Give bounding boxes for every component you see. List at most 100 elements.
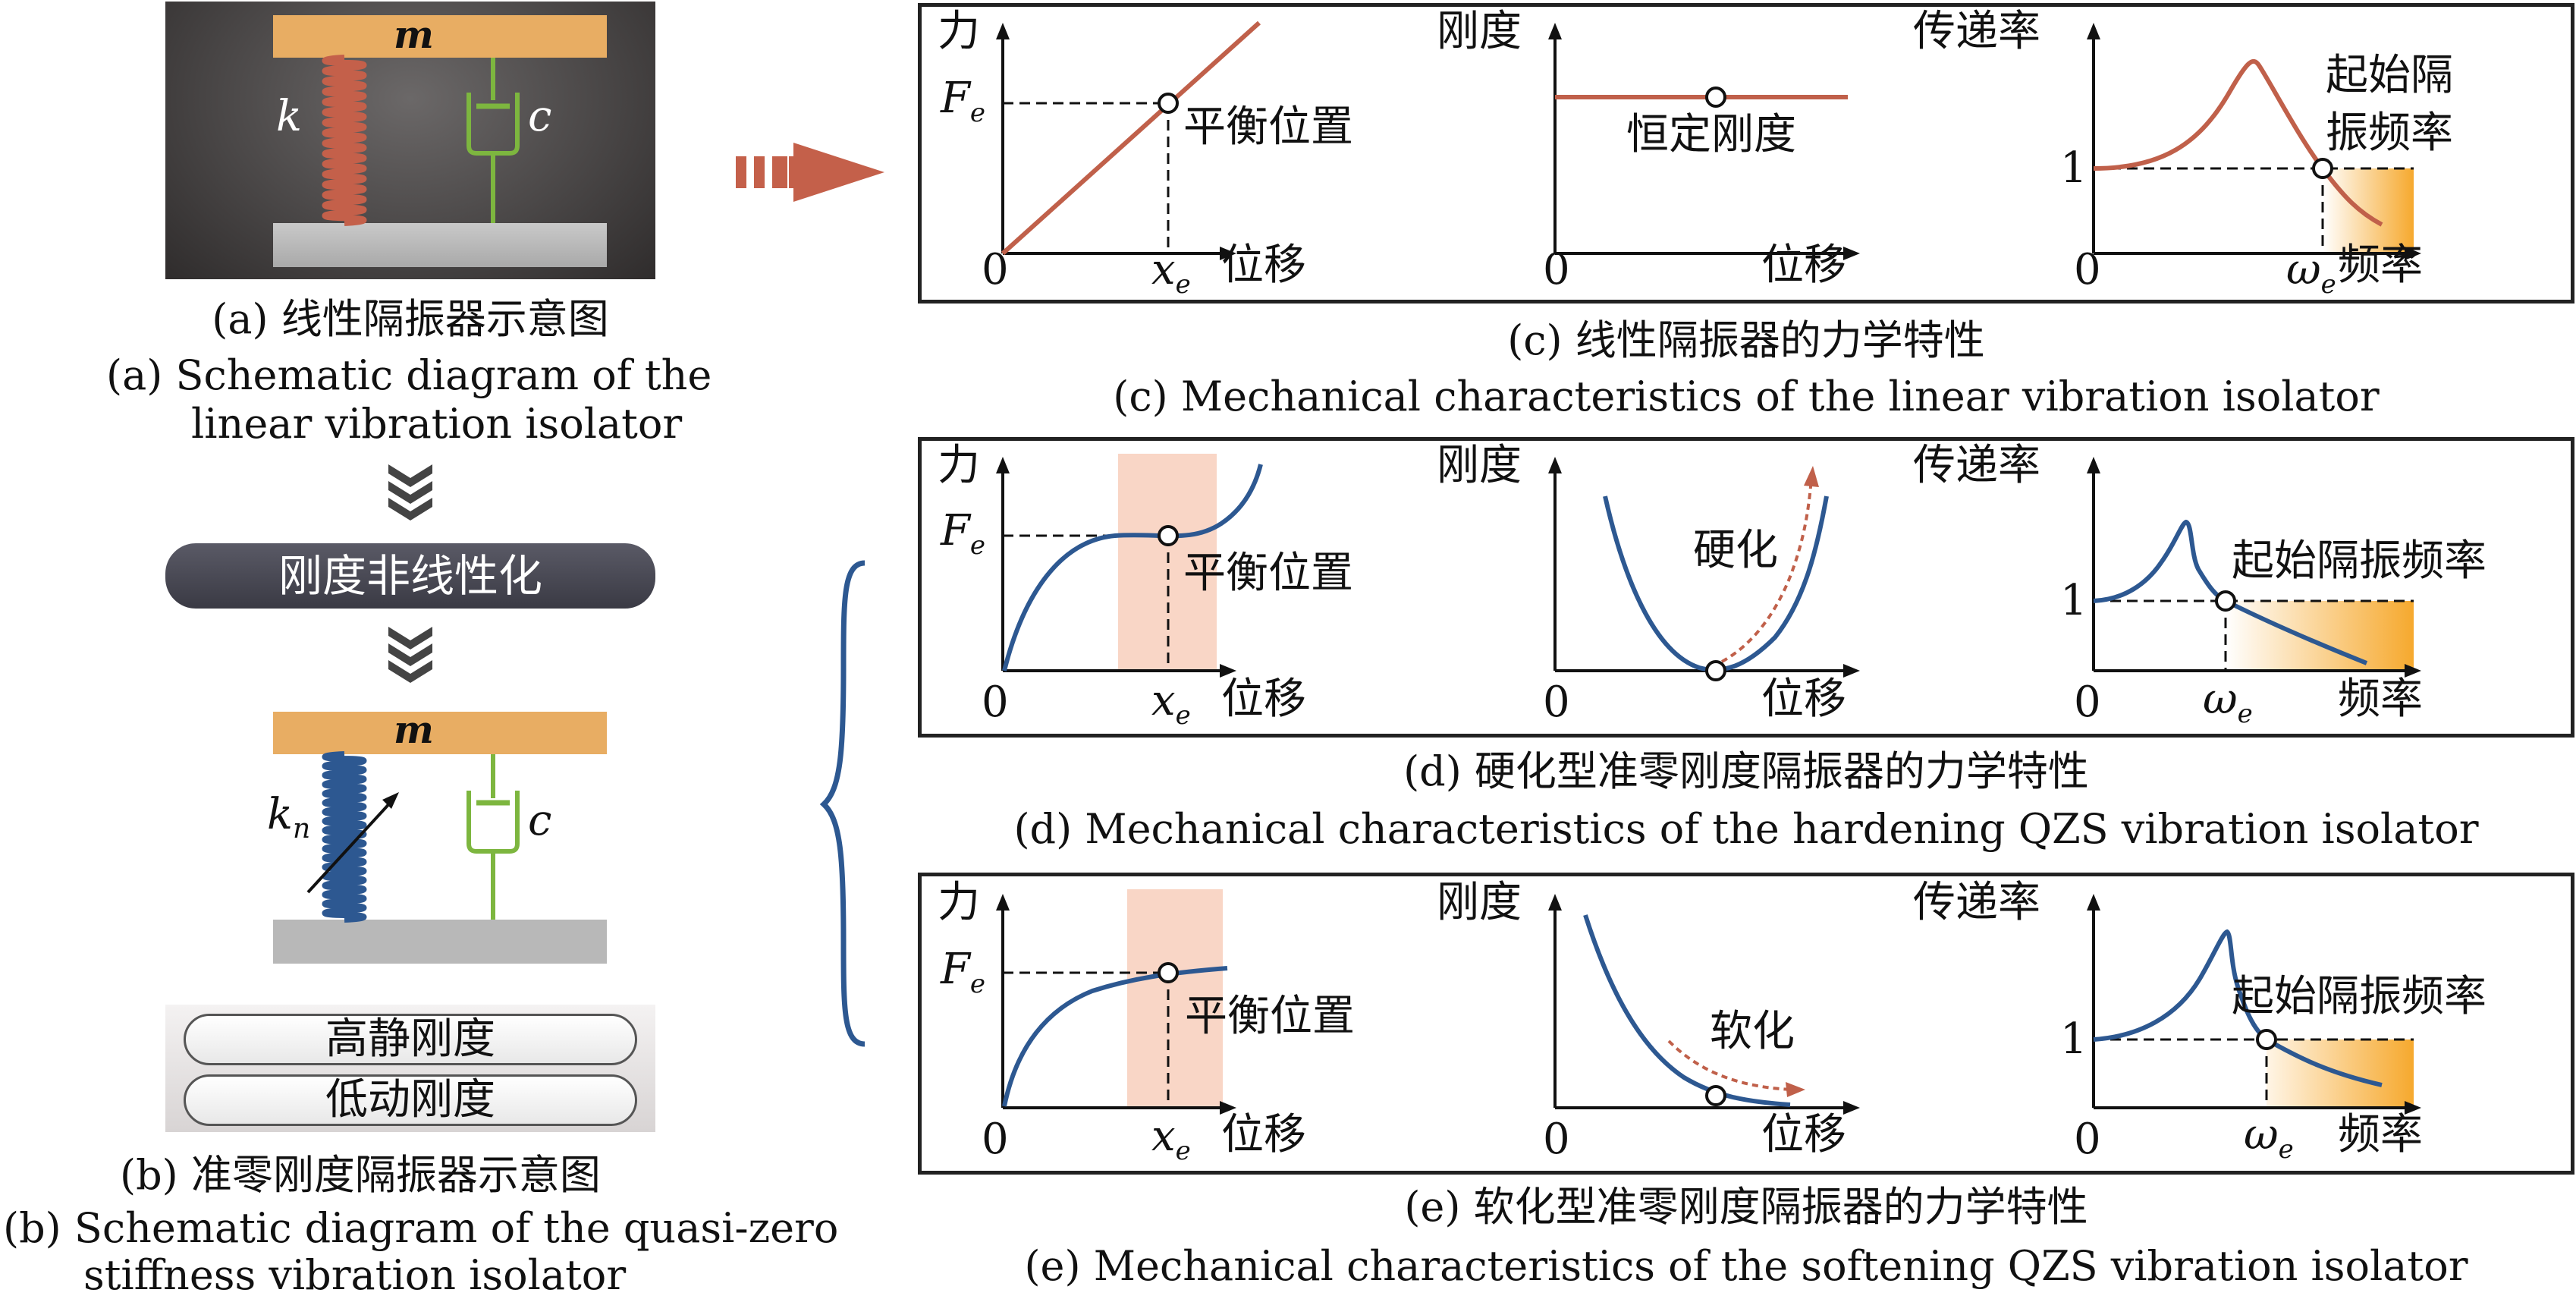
y-axis-arrow: [2087, 457, 2100, 473]
x-axis-arrow: [1220, 247, 1236, 260]
caption-a-en-line2: linear vibration isolator: [191, 400, 683, 448]
panel-d-force-xlabel: 位移: [1221, 675, 1306, 724]
x-axis-arrow: [1843, 1101, 1860, 1115]
ground-block: [273, 223, 607, 267]
panel-e-trans-one: 1: [2060, 1014, 2088, 1064]
x-axis-arrow: [1843, 247, 1860, 260]
stiffness-nonlinearization-label: 刚度非线性化: [278, 550, 542, 602]
pill-high-static-stiffness: 高静刚度: [184, 1014, 637, 1065]
y-axis-arrow: [996, 457, 1010, 473]
panel-e-force-plot: [996, 889, 1236, 1115]
hardening-transmissibility-curve: [2093, 519, 2368, 665]
y-axis-arrow: [1548, 23, 1562, 39]
panel-e-stiffness-ylabel: 刚度: [1437, 878, 1522, 927]
equilibrium-point: [1705, 1085, 1726, 1106]
panel-c-omega-label: ωe: [2286, 245, 2336, 300]
panel-c-equilibrium-label: 平衡位置: [1183, 102, 1353, 152]
panel-e-fe-label: Fe: [941, 945, 985, 1000]
mass-block: [273, 712, 607, 754]
panel-e-transmissibility-plot: [2087, 894, 2421, 1115]
panel-d-equilibrium-label: 平衡位置: [1183, 549, 1353, 598]
panel-c-trans-xlabel: 频率: [2338, 241, 2423, 290]
caption-b-zh: (b) 准零刚度隔振器示意图: [120, 1151, 601, 1199]
panel-c-stiffness-origin: 0: [1543, 245, 1570, 294]
y-axis-arrow: [1548, 457, 1562, 473]
panel-e-force-xlabel: 位移: [1221, 1110, 1306, 1159]
panel-d-fe-label: Fe: [941, 506, 985, 561]
spring-label-k: k: [276, 92, 302, 141]
isolation-region: [2226, 601, 2414, 671]
panel-c-stiffness-xlabel: 位移: [1761, 241, 1846, 290]
panel-e-caption-en: (e) Mechanical characteristics of the so…: [1024, 1242, 2468, 1290]
caption-b-en-line1: (b) Schematic diagram of the quasi-zero: [3, 1204, 839, 1252]
panel-d-stiffness-origin: 0: [1543, 678, 1570, 727]
isolation-start-point: [2215, 590, 2236, 612]
panel-d-transmissibility-plot: [2087, 457, 2421, 678]
panel-e-trans-origin: 0: [2074, 1115, 2101, 1164]
equilibrium-point: [1705, 86, 1726, 108]
panel-d-force-plot: [996, 454, 1263, 678]
stiffness-nonlinearization-pill: 刚度非线性化: [165, 543, 655, 609]
panel-d-trans-xlabel: 频率: [2338, 675, 2423, 724]
qzs-isolator-schematic: m kn c: [165, 701, 655, 974]
panel-d-force-ylabel: 力: [938, 441, 980, 490]
qzs-region: [1127, 889, 1223, 1108]
panel-c-caption-en: (c) Mechanical characteristics of the li…: [1113, 373, 2380, 420]
linear-isolator-schematic: m k c: [165, 2, 655, 279]
panel-c-trans-ylabel: 传递率: [1913, 7, 2040, 56]
panel-e-trans-ylabel: 传递率: [1913, 878, 2040, 927]
stiffness-properties: 高静刚度 低动刚度: [165, 1005, 655, 1132]
x-axis-arrow: [1220, 664, 1236, 678]
caption-a-en-line1: (a) Schematic diagram of the: [106, 351, 712, 399]
panel-d-trans-one: 1: [2060, 576, 2088, 625]
spring-label-kn: kn: [267, 790, 311, 845]
equilibrium-point: [1158, 525, 1179, 546]
x-axis-arrow: [1843, 664, 1860, 678]
panel-c-stiffness-ylabel: 刚度: [1437, 7, 1522, 56]
isolation-start-point: [2312, 158, 2333, 179]
softening-stiffness-curve: [1583, 914, 1791, 1107]
panel-e-trans-xlabel: 频率: [2338, 1110, 2423, 1159]
panel-c-xe-label: xe: [1151, 245, 1191, 300]
panel-c-caption-zh: (c) 线性隔振器的力学特性: [1507, 316, 1985, 364]
mass-label: m: [394, 707, 434, 752]
panel-e-caption-zh: (e) 软化型准零刚度隔振器的力学特性: [1404, 1183, 2088, 1231]
damper-label-c: c: [528, 796, 552, 845]
panel-e-equilibrium-label: 平衡位置: [1185, 992, 1355, 1041]
linear-transmissibility-curve: [2093, 59, 2383, 227]
y-axis-arrow: [1548, 894, 1562, 911]
panel-e-stiffness-plot: [1548, 894, 1860, 1115]
softening-transmissibility-curve: [2093, 929, 2383, 1087]
panel-c-trans-one: 1: [2060, 143, 2088, 193]
caption-b-en-line2: stiffness vibration isolator: [83, 1251, 627, 1299]
variable-stiffness-arrow: [306, 792, 399, 894]
panel-e-omega-label: ωe: [2244, 1110, 2294, 1165]
panel-d-caption-en: (d) Mechanical characteristics of the ha…: [1013, 805, 2479, 853]
y-axis-arrow: [2087, 23, 2100, 39]
pill-low-dynamic-label: 低动刚度: [325, 1075, 495, 1124]
equilibrium-point: [1705, 660, 1726, 681]
equilibrium-point: [1158, 93, 1179, 114]
panel-e-force-origin: 0: [982, 1115, 1009, 1164]
panel-c-fe-label: Fe: [941, 74, 985, 129]
panel-c-isolation-note-line1: 起始隔: [2326, 51, 2453, 100]
y-axis-arrow: [2087, 894, 2100, 911]
panel-d-trans-ylabel: 传递率: [1913, 441, 2040, 490]
isolation-region: [2323, 168, 2414, 253]
panel-d-caption-zh: (d) 硬化型准零刚度隔振器的力学特性: [1403, 747, 2089, 795]
y-axis-arrow: [996, 23, 1010, 39]
x-axis-arrow: [2405, 1101, 2421, 1115]
panel-c-force-plot: [996, 20, 1261, 260]
mass-block: [273, 15, 607, 58]
panel-e-xe-label: xe: [1151, 1112, 1191, 1167]
panel-d-stiffness-ylabel: 刚度: [1437, 441, 1522, 490]
panel-c-force-xlabel: 位移: [1221, 241, 1306, 290]
linear-isolator-drawing: [273, 15, 607, 267]
caption-a-zh: (a) 线性隔振器示意图: [212, 295, 609, 343]
panel-d-stiffness-plot: [1548, 457, 1860, 681]
panel-e-force-ylabel: 力: [938, 878, 980, 927]
damper-label-c: c: [528, 92, 552, 141]
panel-c-stiffness-plot: [1548, 23, 1860, 260]
damper: [467, 754, 520, 920]
